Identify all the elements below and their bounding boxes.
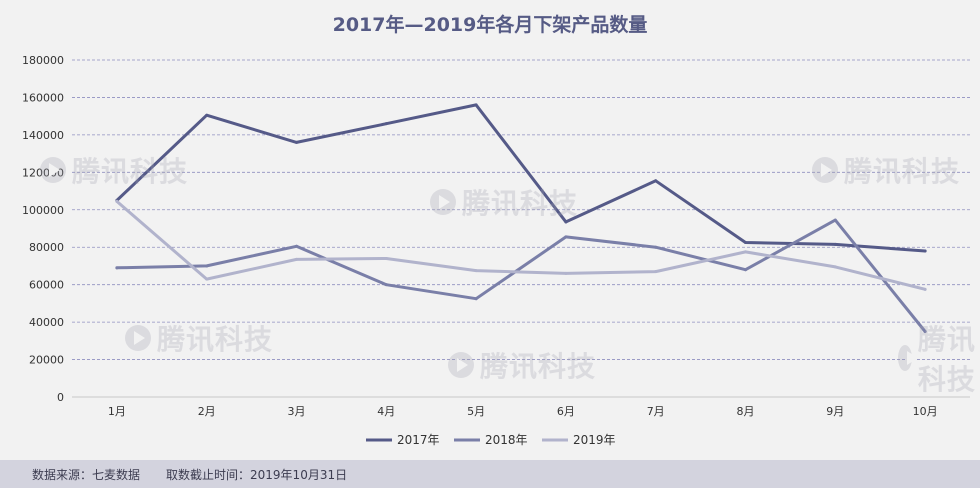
data-point [115,199,119,203]
data-point [564,220,568,224]
data-point [923,287,927,291]
data-point [744,250,747,254]
y-tick-label: 120000 [22,166,64,179]
y-tick-label: 20000 [29,354,64,367]
x-tick-label: 2月 [198,405,216,418]
data-point [474,103,478,107]
chart-title: 2017年—2019年各月下架产品数量 [332,14,648,36]
data-point [744,268,747,272]
data-point [115,266,119,270]
data-point [923,249,927,253]
data-point [833,218,837,222]
data-point [474,297,478,301]
y-tick-label: 100000 [22,204,64,217]
y-tick-label: 40000 [29,316,64,329]
data-cutoff-text: 取数截止时间：2019年10月31日 [166,467,348,482]
x-tick-label: 9月 [826,405,844,418]
x-tick-label: 3月 [288,405,306,418]
data-point [654,245,658,249]
data-point [384,122,388,126]
x-tick-label: 6月 [557,405,575,418]
data-point [474,269,478,273]
legend-label: 2018年 [485,433,528,447]
data-point [744,241,747,245]
data-point [833,242,837,246]
data-point [205,277,209,281]
data-point [205,113,209,117]
series-line [115,103,927,253]
x-tick-label: 10月 [913,405,938,418]
x-tick-label: 4月 [377,405,395,418]
x-tick-label: 5月 [467,405,485,418]
data-point [384,256,388,260]
data-point [295,244,298,248]
data-point [564,235,568,239]
series-line [115,199,927,291]
data-point [564,271,568,275]
y-tick-label: 180000 [22,54,64,67]
data-point [654,270,658,274]
series-line [115,218,927,333]
x-tick-label: 1月 [108,405,126,418]
line-chart: 0 20000 40000 60000 80000 100000 120000 140000 1… [22,54,970,447]
data-point [205,264,209,268]
y-tick-label: 60000 [29,279,64,292]
y-tick-label: 160000 [22,91,64,104]
legend-label: 2019年 [573,433,616,447]
data-point [384,283,388,287]
footer: 数据来源：七麦数据 取数截止时间：2019年10月31日 [0,460,980,488]
data-point [833,265,837,269]
data-point [654,179,658,183]
data-point [295,140,298,144]
y-tick-label: 0 [57,391,64,404]
legend-label: 2017年 [397,433,440,447]
x-tick-label: 8月 [737,405,755,418]
data-point [295,257,298,261]
data-source-text: 数据来源：七麦数据 [32,467,141,482]
y-tick-label: 80000 [29,241,64,254]
x-tick-label: 7月 [647,405,665,418]
y-tick-label: 140000 [22,129,64,142]
data-point [923,329,927,333]
